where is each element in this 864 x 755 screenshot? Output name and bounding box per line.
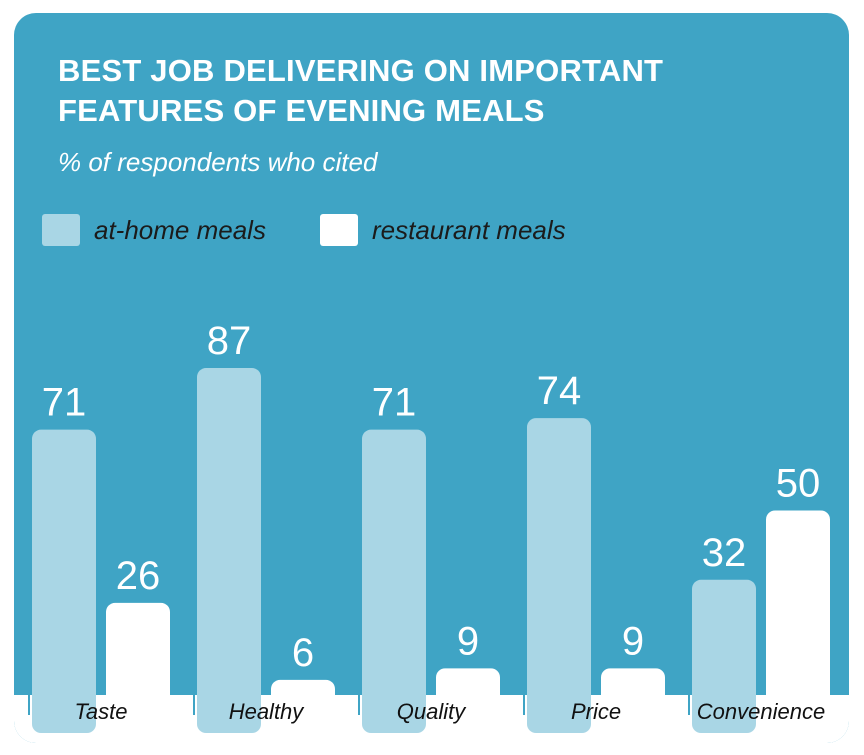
bar-value-at-home-price: 74 <box>537 369 582 413</box>
bar-value-at-home-quality: 71 <box>372 381 417 425</box>
bar-value-at-home-convenience: 32 <box>702 531 747 575</box>
legend-item-restaurant: restaurant meals <box>320 213 566 247</box>
bar-at-home-quality <box>362 429 426 733</box>
legend-swatch-restaurant <box>320 214 358 246</box>
bar-at-home-price <box>527 418 591 733</box>
bar-value-restaurant-convenience: 50 <box>776 462 821 506</box>
bar-value-restaurant-healthy: 6 <box>292 631 314 675</box>
category-label-quality: Quality <box>397 699 467 724</box>
bar-value-restaurant-quality: 9 <box>457 619 479 663</box>
category-label-convenience: Convenience <box>697 699 825 724</box>
bar-restaurant-taste <box>106 602 170 733</box>
legend-swatch-at-home <box>42 214 80 246</box>
bar-at-home-convenience <box>692 579 756 733</box>
bar-restaurant-quality <box>436 668 500 733</box>
bar-restaurant-price <box>601 668 665 733</box>
bar-at-home-taste <box>32 429 96 733</box>
legend-label-restaurant: restaurant meals <box>372 214 566 245</box>
chart-title: BEST JOB DELIVERING ON IMPORTANT FEATURE… <box>58 53 664 128</box>
bar-chart: 71 26 Taste 87 6 Healthy 71 9 Quality 74 9 Price 32 5… <box>14 319 849 743</box>
category-label-healthy: Healthy <box>229 699 306 724</box>
bar-value-at-home-taste: 71 <box>42 381 87 425</box>
bar-at-home-healthy <box>197 368 261 733</box>
chart-subtitle: % of respondents who cited <box>58 147 378 177</box>
category-label-price: Price <box>571 699 621 724</box>
bar-restaurant-healthy <box>271 679 335 733</box>
category-label-taste: Taste <box>74 699 127 724</box>
legend-label-at-home: at-home meals <box>94 214 266 245</box>
bar-restaurant-convenience <box>766 510 830 733</box>
bar-value-restaurant-price: 9 <box>622 619 644 663</box>
chart-panel: BEST JOB DELIVERING ON IMPORTANT FEATURE… <box>14 13 849 743</box>
bar-value-restaurant-taste: 26 <box>116 554 161 598</box>
legend-item-at-home: at-home meals <box>42 213 266 247</box>
bar-value-at-home-healthy: 87 <box>207 319 252 363</box>
